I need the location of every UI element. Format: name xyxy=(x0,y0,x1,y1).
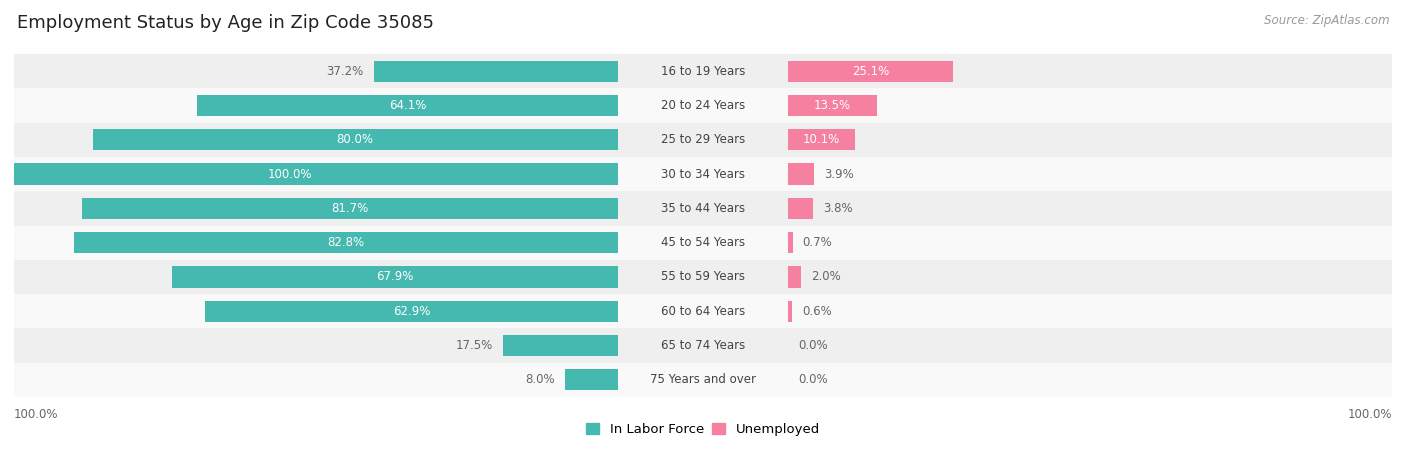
Bar xyxy=(0,163,617,185)
Text: 55 to 59 Years: 55 to 59 Years xyxy=(661,271,745,283)
Bar xyxy=(205,300,617,322)
Bar xyxy=(172,266,617,288)
Text: 65 to 74 Years: 65 to 74 Years xyxy=(661,339,745,352)
Bar xyxy=(14,191,1392,226)
Bar xyxy=(14,294,1392,328)
Bar xyxy=(14,88,1392,123)
Text: 10.1%: 10.1% xyxy=(803,133,839,146)
Bar xyxy=(789,60,953,82)
Bar xyxy=(14,54,1392,88)
Text: 64.1%: 64.1% xyxy=(388,99,426,112)
Text: 0.0%: 0.0% xyxy=(799,339,828,352)
Bar xyxy=(789,232,793,253)
Bar xyxy=(14,123,1392,157)
Bar xyxy=(75,232,617,253)
Text: 100.0%: 100.0% xyxy=(267,168,312,180)
Bar xyxy=(14,226,1392,260)
Text: 20 to 24 Years: 20 to 24 Years xyxy=(661,99,745,112)
Text: 82.8%: 82.8% xyxy=(328,236,364,249)
Text: 25.1%: 25.1% xyxy=(852,65,889,78)
Bar xyxy=(14,157,1392,191)
Bar xyxy=(14,260,1392,294)
Text: 100.0%: 100.0% xyxy=(1347,408,1392,421)
Text: 30 to 34 Years: 30 to 34 Years xyxy=(661,168,745,180)
Legend: In Labor Force, Unemployed: In Labor Force, Unemployed xyxy=(581,418,825,442)
Bar xyxy=(503,335,617,356)
Text: 80.0%: 80.0% xyxy=(337,133,374,146)
Text: 0.6%: 0.6% xyxy=(801,305,832,318)
Text: 25 to 29 Years: 25 to 29 Years xyxy=(661,133,745,146)
Text: 13.5%: 13.5% xyxy=(814,99,851,112)
Text: 17.5%: 17.5% xyxy=(456,339,494,352)
Bar xyxy=(789,163,814,185)
Bar xyxy=(93,129,617,151)
Text: 3.8%: 3.8% xyxy=(823,202,852,215)
Text: Employment Status by Age in Zip Code 35085: Employment Status by Age in Zip Code 350… xyxy=(17,14,434,32)
Bar xyxy=(789,129,855,151)
Bar xyxy=(14,328,1392,363)
Text: 62.9%: 62.9% xyxy=(392,305,430,318)
Bar xyxy=(14,363,1392,397)
Text: 0.7%: 0.7% xyxy=(803,236,832,249)
Text: 0.0%: 0.0% xyxy=(799,373,828,386)
Bar xyxy=(789,266,801,288)
Text: 35 to 44 Years: 35 to 44 Years xyxy=(661,202,745,215)
Bar xyxy=(374,60,617,82)
Text: 2.0%: 2.0% xyxy=(811,271,841,283)
Text: 16 to 19 Years: 16 to 19 Years xyxy=(661,65,745,78)
Bar xyxy=(789,198,813,219)
Bar xyxy=(82,198,617,219)
Text: 37.2%: 37.2% xyxy=(326,65,364,78)
Text: 75 Years and over: 75 Years and over xyxy=(650,373,756,386)
Text: 3.9%: 3.9% xyxy=(824,168,853,180)
Text: 81.7%: 81.7% xyxy=(330,202,368,215)
Bar xyxy=(197,95,617,116)
Text: 60 to 64 Years: 60 to 64 Years xyxy=(661,305,745,318)
Text: 100.0%: 100.0% xyxy=(14,408,59,421)
Bar xyxy=(789,95,877,116)
Text: Source: ZipAtlas.com: Source: ZipAtlas.com xyxy=(1264,14,1389,27)
Bar xyxy=(789,300,792,322)
Text: 67.9%: 67.9% xyxy=(377,271,413,283)
Bar xyxy=(565,369,617,391)
Text: 8.0%: 8.0% xyxy=(526,373,555,386)
Text: 45 to 54 Years: 45 to 54 Years xyxy=(661,236,745,249)
